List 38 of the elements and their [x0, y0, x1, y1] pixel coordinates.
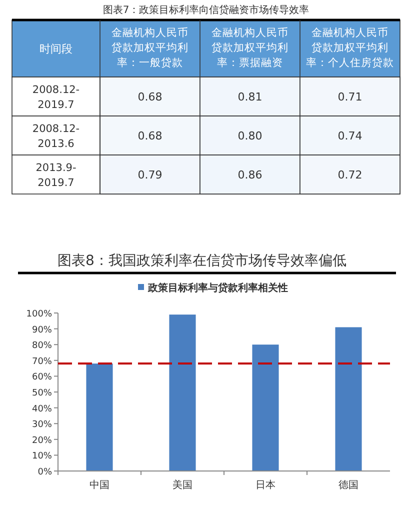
x-tick-label: 德国 [338, 480, 358, 491]
y-tick-label: 80% [32, 341, 52, 352]
bar [86, 364, 113, 471]
data-label: 0.68 [138, 90, 162, 104]
y-tick-label: 100% [26, 310, 52, 320]
y-tick-label: 20% [32, 436, 52, 446]
data-label: 0.74 [338, 130, 362, 142]
x-tick-label: 美国 [172, 479, 192, 491]
data-label: 0.80 [238, 130, 262, 142]
x-tick-label: 中国 [90, 479, 110, 491]
data-label: 0.72 [338, 168, 362, 182]
x-tick-label: 日本 [256, 479, 276, 491]
y-tick-label: 50% [32, 388, 52, 398]
y-tick-label: 0% [38, 468, 52, 478]
bar [335, 327, 362, 471]
data-label: 0.81 [238, 90, 262, 104]
y-tick-label: 10% [32, 452, 52, 462]
y-tick-label: 70% [32, 356, 52, 367]
y-tick-label: 2008.12-2013.6 [32, 123, 80, 150]
x-tick-label: 金融机构人民币贷款加权平均利率：票据融资 [212, 26, 288, 69]
chart-title: 图表8：我国政策利率在信贷市场传导效率偏低 [58, 253, 346, 269]
data-label: 0.68 [138, 130, 162, 142]
legend-label: 政策目标利率与贷款利率相关性 [147, 282, 288, 294]
bar [252, 344, 279, 471]
y-tick-label: 60% [32, 372, 52, 383]
chart-title: 图表7：政策目标利率向信贷融资市场传导效率 [102, 4, 310, 16]
data-label: 0.71 [338, 90, 362, 104]
data-label: 0.79 [138, 168, 162, 182]
y-tick-label: 90% [32, 325, 52, 336]
x-tick-label: 金融机构人民币贷款加权平均利率：一般贷款 [112, 26, 188, 69]
y-tick-label: 40% [32, 404, 52, 414]
y-axis-title: 时间段 [40, 42, 72, 56]
y-tick-label: 2008.12-2019.7 [32, 84, 80, 111]
data-label: 0.86 [238, 168, 262, 182]
y-tick-label: 2013.9-2019.7 [36, 162, 76, 189]
y-tick-label: 30% [32, 420, 52, 430]
x-tick-label: 金融机构人民币贷款加权平均利率：个人住房贷款 [306, 26, 394, 69]
bar [169, 314, 196, 471]
